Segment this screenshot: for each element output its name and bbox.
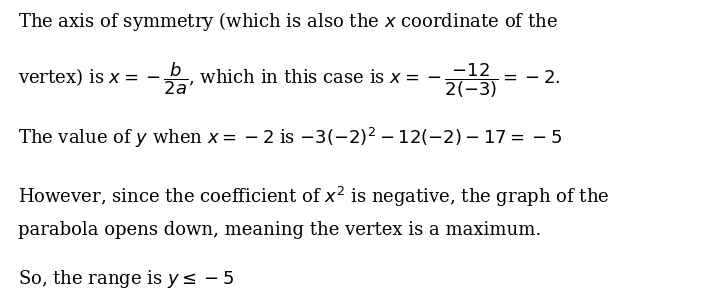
Text: vertex) is $x = -\dfrac{b}{2a}$, which in this case is $x = -\dfrac{-12}{2(-3)} : vertex) is $x = -\dfrac{b}{2a}$, which i…: [18, 61, 561, 100]
Text: The axis of symmetry (which is also the $x$ coordinate of the: The axis of symmetry (which is also the …: [18, 10, 558, 33]
Text: The value of $y$ when $x = -2$ is $-3(-2)^2 - 12(-2) - 17 = -5$: The value of $y$ when $x = -2$ is $-3(-2…: [18, 126, 562, 150]
Text: So, the range is $y \leq -5$: So, the range is $y \leq -5$: [18, 268, 234, 290]
Text: However, since the coefficient of $x^2$ is negative, the graph of the: However, since the coefficient of $x^2$ …: [18, 185, 610, 209]
Text: parabola opens down, meaning the vertex is a maximum.: parabola opens down, meaning the vertex …: [18, 221, 541, 239]
